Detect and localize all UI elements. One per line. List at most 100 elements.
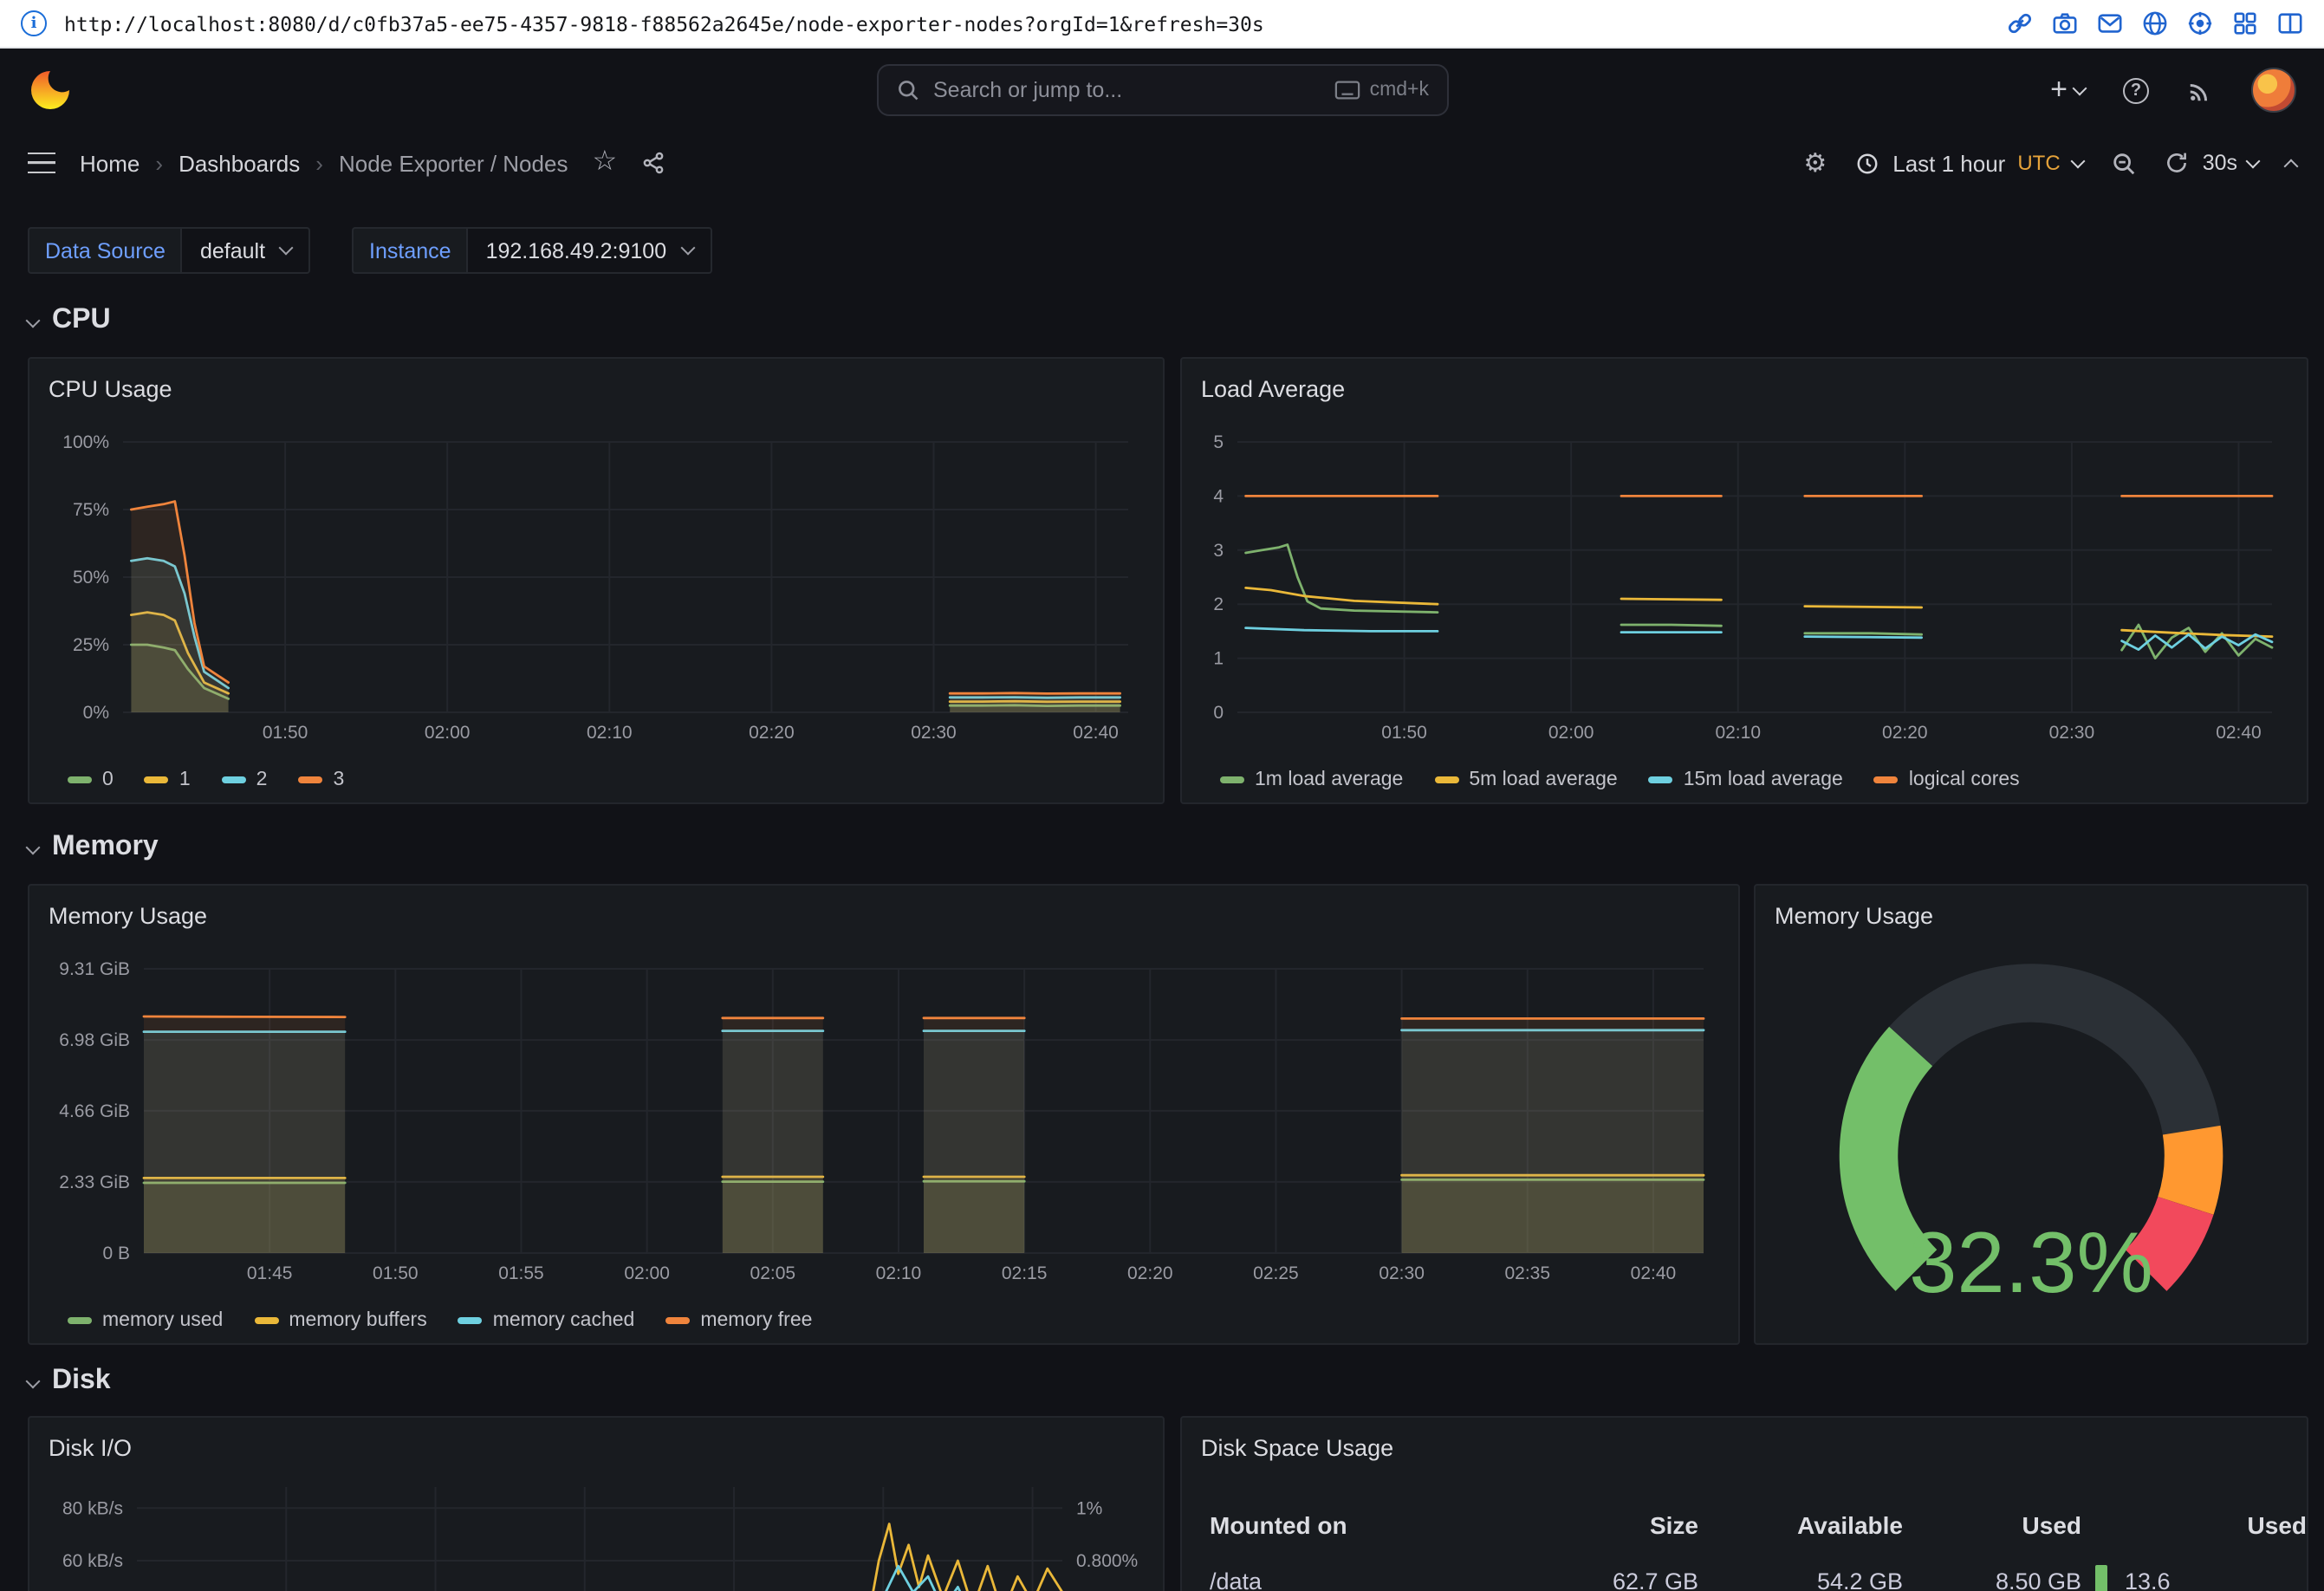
variable-instance: Instance 192.168.49.2:9100 [352,227,712,274]
page-info-icon[interactable]: i [21,10,47,36]
profile-avatar[interactable] [2251,68,2296,113]
svg-text:0.800%: 0.800% [1076,1551,1138,1571]
help-button[interactable]: ? [2123,77,2149,103]
chevron-down-icon [25,312,41,328]
svg-text:02:00: 02:00 [1548,723,1594,743]
panel-title[interactable]: Disk I/O [49,1435,133,1461]
legend-item[interactable]: 1m load average [1220,770,1403,790]
dashboard-variables: Data Source default Instance 192.168.49.… [28,227,712,274]
legend-label: 5m load average [1469,770,1618,790]
variable-instance-value[interactable]: 192.168.49.2:9100 [466,227,712,274]
refresh-button[interactable] [2165,151,2189,175]
search-shortcut: cmd+k [1335,80,1429,101]
variable-datasource: Data Source default [28,227,311,274]
legend-label: 2 [256,770,268,790]
legend-label: memory buffers [289,1310,427,1331]
svg-text:0: 0 [1213,703,1224,723]
breadcrumb-dashboards[interactable]: Dashboards [179,150,301,176]
svg-text:60 kB/s: 60 kB/s [62,1551,123,1571]
star-dashboard-button[interactable]: ☆ [592,147,618,177]
table-row: /data 62.7 GB 54.2 GB 8.50 GB 13.6 [1210,1553,2307,1591]
legend-swatch [1873,776,1899,783]
svg-text:100%: 100% [62,432,109,452]
svg-text:02:20: 02:20 [749,723,795,743]
svg-text:6.98 GiB: 6.98 GiB [59,1030,130,1050]
globe-icon[interactable] [2142,10,2168,36]
section-header-disk[interactable]: Disk [25,1366,111,1397]
svg-text:02:05: 02:05 [750,1263,796,1283]
panel-disk-io: Disk I/O 01:5002:0002:1002:2002:3002:408… [28,1416,1165,1591]
table-header-cell[interactable]: Used [2022,1511,2081,1539]
panel-title[interactable]: CPU Usage [49,376,172,402]
breadcrumb-home[interactable]: Home [80,150,140,176]
svg-text:80 kB/s: 80 kB/s [62,1498,123,1518]
email-icon[interactable] [2097,10,2123,36]
legend-item[interactable]: 1 [144,770,191,790]
variable-datasource-value[interactable]: default [180,227,311,274]
legend-item[interactable]: memory free [665,1310,812,1331]
legend-item[interactable]: 3 [298,770,344,790]
legend-label: memory used [102,1310,224,1331]
table-cell: /data [1210,1568,1263,1591]
search-icon [895,78,919,102]
split-view-icon[interactable] [2277,10,2303,36]
legend-label: 15m load average [1683,770,1843,790]
share-dashboard-button[interactable] [641,151,665,175]
news-rss-button[interactable] [2187,77,2213,103]
collapse-toolbar-button[interactable] [2283,155,2299,173]
zoom-out-button[interactable] [2111,150,2137,176]
panel-title[interactable]: Memory Usage [49,903,208,929]
search-input[interactable]: Search or jump to... cmd+k [876,64,1448,116]
section-header-memory[interactable]: Memory [25,832,159,863]
svg-text:01:50: 01:50 [373,1263,419,1283]
address-bar[interactable]: http://localhost:8080/d/c0fb37a5-ee75-43… [64,11,1264,36]
browser-extension-icons [2007,10,2303,36]
table-header-cell[interactable]: Used [2247,1511,2307,1539]
panel-title[interactable]: Disk Space Usage [1201,1435,1394,1461]
load-average-chart[interactable]: 01:50 02:00 02:10 02:20 02:30 02:40 0 1 2 3 4 5 [1192,425,2296,750]
breadcrumb-current: Node Exporter / Nodes [338,150,568,176]
svg-text:5: 5 [1213,432,1224,452]
menu-toggle-button[interactable] [28,153,55,173]
legend-item[interactable]: 15m load average [1648,770,1843,790]
table-header-cell[interactable]: Available [1797,1511,1903,1539]
target-icon[interactable] [2187,10,2213,36]
time-range-picker[interactable]: Last 1 hour UTC [1854,150,2086,176]
svg-text:1: 1 [1213,649,1224,669]
cpu-usage-chart[interactable]: 01:50 02:00 02:10 02:20 02:30 02:40 0% 25% 50% 75… [40,425,1152,750]
screenshot-camera-icon[interactable] [2052,10,2078,36]
svg-text:75%: 75% [73,500,109,520]
legend-label: 1 [179,770,191,790]
legend-swatch [254,1317,279,1324]
legend-item[interactable]: 0 [68,770,114,790]
svg-text:0 B: 0 B [102,1244,130,1263]
panel-title[interactable]: Memory Usage [1775,903,1934,929]
panel-memory-usage-gauge: Memory Usage 32.3% [1754,884,2308,1345]
table-header-cell[interactable]: Size [1649,1511,1698,1539]
legend-item[interactable]: 5m load average [1434,770,1618,790]
link-icon[interactable] [2007,10,2033,36]
legend-item[interactable]: memory used [68,1310,223,1331]
legend-item[interactable]: memory cached [458,1310,635,1331]
svg-text:4: 4 [1213,486,1224,506]
table-header-cell[interactable]: Mounted on [1210,1511,1347,1539]
add-menu-button[interactable]: + [2050,73,2087,107]
refresh-interval-dropdown[interactable]: 30s [2203,151,2261,175]
legend-item[interactable]: memory buffers [254,1310,427,1331]
legend-item[interactable]: 2 [221,770,268,790]
svg-text:02:10: 02:10 [1715,723,1761,743]
section-header-cpu[interactable]: CPU [25,305,111,336]
legend-swatch [221,776,246,783]
legend-item[interactable]: logical cores [1873,770,2020,790]
svg-text:2: 2 [1213,594,1224,614]
browser-toolbar: i http://localhost:8080/d/c0fb37a5-ee75-… [0,0,2324,49]
grafana-logo[interactable] [28,68,73,113]
extensions-icon[interactable] [2232,10,2258,36]
memory-usage-chart[interactable]: 01:45 01:50 01:55 02:00 02:05 02:10 02:15 02:20… [40,951,1728,1291]
load-average-legend: 1m load average 5m load average 15m load a… [1220,770,2020,790]
grafana-header: Search or jump to... cmd+k + ? [0,49,2324,132]
legend-label: memory cached [492,1310,635,1331]
dashboard-settings-button[interactable]: ⚙ [1803,148,1827,178]
panel-title[interactable]: Load Average [1201,376,1346,402]
